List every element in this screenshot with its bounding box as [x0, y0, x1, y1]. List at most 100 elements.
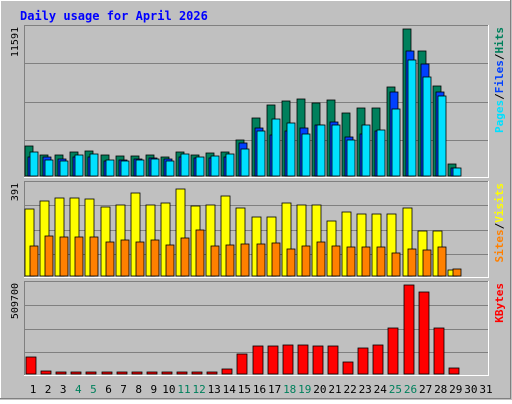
- bar-kbytes: [297, 344, 309, 375]
- bar-sites: [316, 241, 326, 277]
- bar-kbytes: [40, 370, 52, 375]
- bar-pages: [437, 95, 447, 177]
- bar-sites: [361, 246, 371, 277]
- bar-visits: [281, 202, 292, 277]
- bar-kbytes: [116, 371, 128, 375]
- bar-pages: [256, 130, 266, 177]
- legend-hits-files-pages: Pages/Files/Hits: [493, 27, 506, 133]
- bar-pages: [391, 108, 401, 177]
- bar-sites: [286, 248, 296, 277]
- x-tick-label: 27: [419, 383, 432, 396]
- chart-title: Daily usage for April 2026: [20, 9, 208, 23]
- bar-visits: [160, 202, 171, 277]
- legend-entry: Hits: [493, 27, 506, 54]
- bar-sites: [135, 241, 145, 277]
- bar-kbytes: [418, 291, 430, 375]
- bar-pages: [301, 133, 311, 177]
- bar-kbytes: [327, 345, 339, 375]
- bar-pages: [165, 160, 175, 177]
- x-tick-label: 23: [359, 383, 372, 396]
- x-tick-label: 24: [374, 383, 388, 396]
- bar-sites: [105, 241, 115, 277]
- bar-sites: [89, 236, 99, 277]
- bar-visits: [371, 213, 382, 277]
- panel-kbytes: 509700 KBytes: [10, 281, 506, 376]
- bar-sites: [271, 242, 281, 277]
- bar-pages: [89, 153, 99, 177]
- bar-kbytes: [372, 344, 384, 375]
- bar-visits: [175, 188, 186, 277]
- x-tick-label: 7: [120, 383, 127, 396]
- bar-visits: [24, 208, 35, 277]
- bar-sites: [150, 239, 160, 277]
- x-tick-label: 17: [268, 383, 281, 396]
- legend-entry: /: [493, 222, 506, 229]
- bar-sites: [240, 243, 250, 277]
- chart-panels: 11591Pages/Files/Hits391Sites/Visits5097…: [10, 25, 506, 376]
- bar-kbytes: [55, 371, 67, 375]
- bar-pages: [316, 124, 326, 177]
- bar-visits: [311, 204, 322, 277]
- bar-pages: [346, 139, 356, 177]
- bar-kbytes: [85, 371, 97, 375]
- bar-pages: [120, 160, 130, 177]
- bar-visits: [356, 213, 367, 277]
- x-tick-label: 8: [135, 383, 142, 396]
- bar-pages: [105, 159, 115, 177]
- bar-sites: [437, 246, 447, 277]
- y-max-label: 509700: [10, 283, 21, 319]
- bar-pages: [286, 122, 296, 177]
- bar-kbytes: [101, 371, 113, 375]
- x-tick-label: 26: [404, 383, 417, 396]
- x-tick-label: 22: [343, 383, 356, 396]
- bar-kbytes: [433, 327, 445, 375]
- legend-entry: Sites: [493, 229, 506, 262]
- bar-visits: [386, 213, 397, 277]
- bar-pages: [44, 159, 54, 177]
- x-tick-label: 4: [75, 383, 82, 396]
- bar-kbytes: [176, 371, 188, 375]
- bar-visits: [205, 204, 216, 277]
- bar-kbytes: [387, 327, 399, 375]
- bar-pages: [407, 59, 417, 177]
- x-tick-label: 25: [389, 383, 402, 396]
- panel-visits-sites: 391 Sites/Visits: [10, 181, 506, 278]
- bar-kbytes: [252, 345, 264, 375]
- x-tick-label: 11: [177, 383, 190, 396]
- bar-pages: [195, 156, 205, 177]
- bar-kbytes: [221, 368, 233, 375]
- x-tick-label: 16: [253, 383, 266, 396]
- x-tick-label: 12: [192, 383, 205, 396]
- bar-sites: [256, 243, 266, 277]
- bar-pages: [452, 167, 462, 177]
- bar-pages: [135, 159, 145, 177]
- x-tick-label: 20: [313, 383, 326, 396]
- bar-kbytes: [448, 367, 460, 375]
- bar-sites: [346, 246, 356, 277]
- bar-sites: [376, 246, 386, 277]
- bar-pages: [180, 153, 190, 177]
- bar-pages: [240, 148, 250, 177]
- bar-kbytes: [267, 345, 279, 375]
- bar-kbytes: [131, 371, 143, 375]
- x-tick-label: 9: [150, 383, 157, 396]
- x-tick-label: 13: [208, 383, 221, 396]
- bar-kbytes: [146, 371, 158, 375]
- bar-sites: [59, 236, 69, 277]
- bar-sites: [120, 239, 130, 277]
- bar-pages: [422, 76, 432, 177]
- bar-kbytes: [25, 356, 37, 375]
- y-max-label: 11591: [10, 27, 21, 57]
- bar-kbytes: [357, 347, 369, 375]
- bar-pages: [74, 154, 84, 177]
- bar-kbytes: [342, 361, 354, 375]
- x-tick-label: 15: [238, 383, 251, 396]
- bar-pages: [331, 124, 341, 177]
- x-tick-label: 3: [60, 383, 67, 396]
- bar-sites: [452, 268, 462, 277]
- x-tick-label: 29: [449, 383, 462, 396]
- legend-entry: Pages: [493, 100, 506, 133]
- bar-sites: [301, 245, 311, 277]
- legend-entry: Visits: [493, 183, 506, 223]
- bar-pages: [210, 155, 220, 177]
